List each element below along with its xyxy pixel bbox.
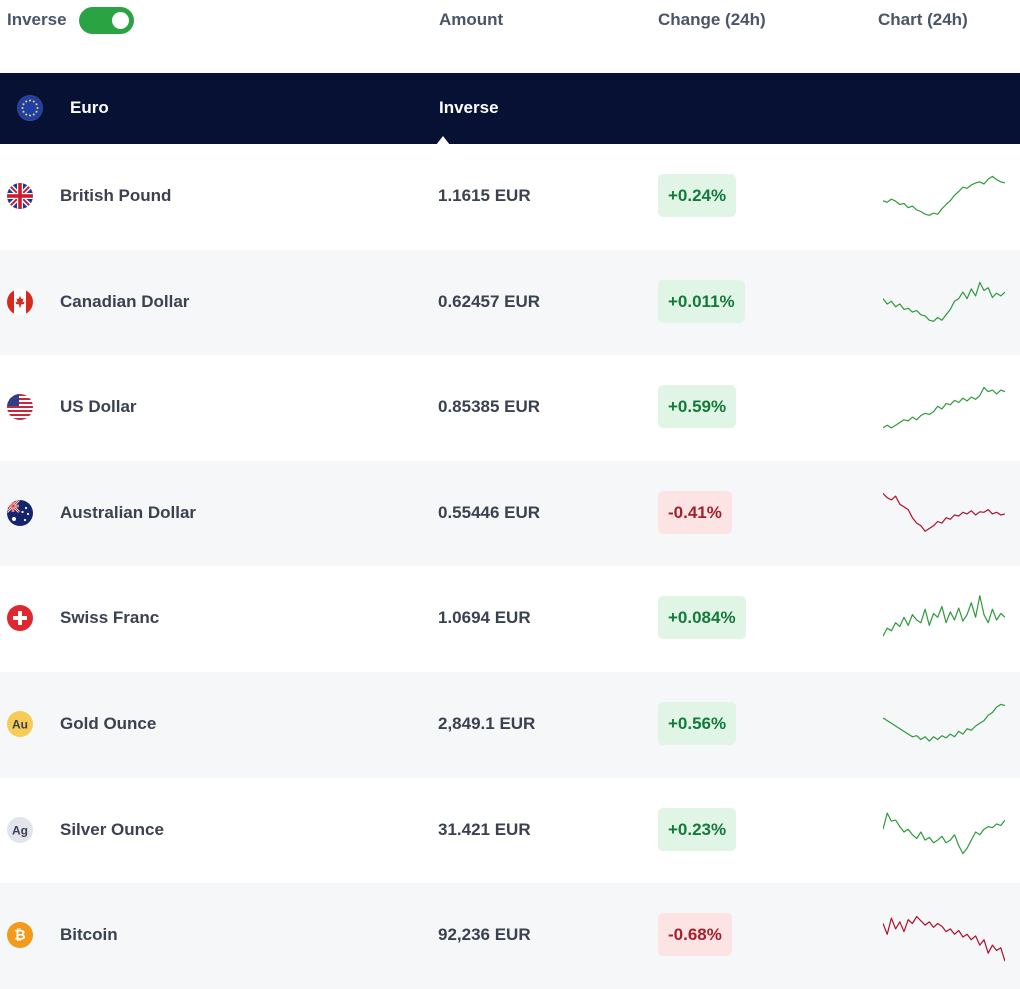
sparkline-chart	[883, 492, 1005, 532]
au-flag-icon	[7, 499, 33, 526]
sparkline-chart	[883, 386, 1005, 429]
column-header-amount[interactable]: Amount	[439, 10, 504, 29]
currency-amount: 1.1615 EUR	[438, 186, 531, 205]
bitcoin-symbol: ₿	[14, 927, 25, 943]
silver-icon: Ag	[7, 816, 33, 843]
table-row[interactable]: British Pound 1.1615 EUR +0.24%	[0, 144, 1020, 250]
currency-amount: 1.0694 EUR	[438, 608, 531, 628]
table-row[interactable]: Canadian Dollar 0.62457 EUR +0.011%	[0, 249, 1020, 356]
sparkline-line	[883, 175, 1005, 216]
currency-name[interactable]: British Pound	[60, 186, 172, 205]
sparkline-line	[883, 281, 1005, 322]
silver-symbol: Ag	[12, 823, 28, 837]
sparkline-chart	[883, 595, 1005, 637]
sparkline-line	[883, 492, 1005, 532]
sparkline-chart	[883, 175, 1005, 216]
table-row[interactable]: Ag Silver Ounce 31.421 EUR +0.23%	[0, 777, 1020, 884]
gold-icon: Au	[7, 710, 33, 737]
currency-name[interactable]: Swiss Franc	[60, 608, 160, 628]
sparkline-line	[883, 595, 1005, 637]
currency-amount: 0.85385 EUR	[438, 397, 541, 417]
currency-amount: 0.62457 EUR	[438, 291, 541, 311]
change-badge: +0.084%	[658, 596, 746, 640]
us-flag-icon	[7, 394, 33, 421]
table-row[interactable]: ₿ Bitcoin 92,236 EUR -0.68%	[0, 883, 1020, 989]
change-badge: +0.59%	[658, 385, 737, 429]
sparkline-chart	[883, 916, 1005, 962]
table-row[interactable]: US Dollar 0.85385 EUR +0.59%	[0, 355, 1020, 461]
change-badge: +0.23%	[658, 807, 737, 851]
change-badge: +0.011%	[658, 279, 745, 323]
currency-list: British Pound 1.1615 EUR +0.24% Canadian Do…	[0, 144, 1020, 989]
currency-amount: 2,849.1 EUR	[438, 713, 536, 733]
sparkline-chart	[883, 703, 1005, 742]
ch-flag-icon	[7, 605, 33, 632]
base-currency-row: Euro Inverse	[0, 73, 1020, 145]
base-currency-name: Euro	[70, 98, 109, 117]
sparkline-line	[883, 703, 1005, 742]
inverse-toggle-label: Inverse	[7, 10, 67, 29]
column-header-chart: Chart (24h)	[878, 10, 968, 29]
currency-amount: 31.421 EUR	[438, 819, 531, 839]
table-row[interactable]: Swiss Franc 1.0694 EUR +0.084%	[0, 566, 1020, 672]
currency-amount: 92,236 EUR	[438, 925, 531, 945]
change-badge: -0.41%	[658, 490, 732, 534]
change-badge: +0.56%	[658, 701, 737, 745]
currency-name[interactable]: Bitcoin	[60, 925, 118, 945]
table-row[interactable]: Australian Dollar 0.55446 EUR -0.41%	[0, 460, 1020, 567]
currency-name[interactable]: Gold Ounce	[60, 713, 157, 733]
table-header: Inverse Amount Change (24h) Chart (24h)	[0, 0, 1020, 73]
currency-name[interactable]: Canadian Dollar	[60, 291, 190, 311]
gold-symbol: Au	[12, 717, 28, 731]
inverse-toggle[interactable]	[79, 7, 134, 34]
eu-flag-icon	[17, 95, 43, 121]
sparkline-chart	[883, 812, 1005, 854]
column-header-change[interactable]: Change (24h)	[658, 10, 766, 29]
sparkline-line	[883, 386, 1005, 429]
base-mode-label: Inverse	[439, 98, 499, 117]
currency-amount: 0.55446 EUR	[438, 502, 541, 522]
gb-flag-icon	[7, 183, 33, 209]
currency-name[interactable]: Silver Ounce	[60, 819, 164, 839]
change-badge: +0.24%	[658, 174, 737, 217]
caret-up-icon	[436, 136, 450, 145]
sparkline-line	[883, 812, 1005, 854]
ca-flag-icon	[7, 288, 33, 315]
toggle-knob	[112, 12, 129, 29]
currency-name[interactable]: US Dollar	[60, 397, 137, 417]
currency-name[interactable]: Australian Dollar	[60, 502, 197, 522]
sparkline-chart	[883, 281, 1005, 322]
table-row[interactable]: Au Gold Ounce 2,849.1 EUR +0.56%	[0, 671, 1020, 778]
sparkline-line	[883, 916, 1005, 962]
bitcoin-icon: ₿	[7, 922, 33, 949]
change-badge: -0.68%	[658, 913, 732, 957]
